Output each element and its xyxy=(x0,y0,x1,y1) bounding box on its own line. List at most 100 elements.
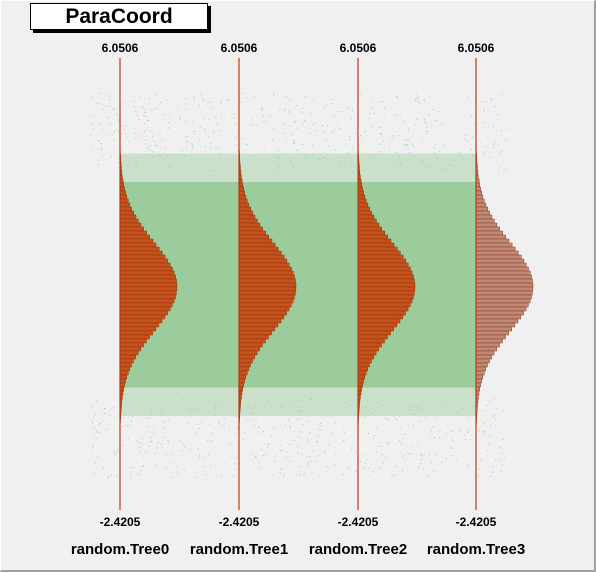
line-point xyxy=(261,106,263,108)
histogram-bin xyxy=(119,294,176,300)
line-point xyxy=(437,111,439,113)
line-point xyxy=(206,170,207,172)
line-point xyxy=(451,399,453,401)
line-point xyxy=(402,455,404,457)
line-point xyxy=(410,413,412,415)
line-point xyxy=(386,418,388,420)
line-point xyxy=(209,170,211,172)
line-point xyxy=(371,168,373,170)
line-point xyxy=(429,453,430,455)
line-point xyxy=(278,158,280,160)
line-point xyxy=(364,163,366,165)
histogram-bin xyxy=(475,254,522,260)
histogram-bin xyxy=(475,382,481,388)
line-point xyxy=(155,465,157,467)
line-point xyxy=(477,474,478,476)
line-point xyxy=(194,130,196,132)
line-point xyxy=(141,106,143,107)
histogram-bin xyxy=(475,234,506,240)
line-point xyxy=(152,164,154,166)
line-point xyxy=(136,114,138,116)
line-point xyxy=(142,438,143,440)
line-point xyxy=(199,139,200,141)
line-point xyxy=(164,169,166,171)
axis-histogram xyxy=(238,150,297,424)
line-point xyxy=(175,415,177,417)
line-point xyxy=(484,409,486,411)
histogram-bin xyxy=(475,350,495,356)
histogram-bin xyxy=(357,226,382,232)
line-point xyxy=(273,427,275,429)
line-point xyxy=(154,453,156,455)
line-point xyxy=(204,145,206,147)
line-point xyxy=(351,445,353,447)
line-point xyxy=(484,154,486,155)
line-point xyxy=(164,437,166,438)
line-point xyxy=(134,132,136,134)
histogram-bin xyxy=(238,242,276,248)
line-point xyxy=(393,416,395,418)
line-point xyxy=(309,432,311,434)
line-point xyxy=(149,130,151,132)
line-point xyxy=(263,443,265,445)
line-point xyxy=(483,433,485,435)
line-point xyxy=(385,441,387,443)
line-point xyxy=(445,457,447,459)
line-point xyxy=(154,168,156,170)
line-point xyxy=(371,413,373,415)
histogram-bin xyxy=(238,298,294,304)
line-point xyxy=(169,166,170,168)
histogram-bin xyxy=(119,310,168,316)
line-point xyxy=(100,123,102,125)
line-point xyxy=(199,126,201,128)
line-point xyxy=(262,454,264,456)
line-point xyxy=(255,457,257,459)
line-point xyxy=(426,474,428,476)
line-point xyxy=(150,413,152,415)
line-point xyxy=(104,408,105,410)
line-point xyxy=(404,120,406,122)
axis-min-label: -2.4205 xyxy=(219,515,260,529)
line-point xyxy=(463,434,465,436)
line-point xyxy=(324,453,326,455)
line-point xyxy=(331,103,333,105)
line-point xyxy=(213,132,215,134)
line-point xyxy=(246,144,248,145)
line-point xyxy=(315,122,317,124)
histogram-bin xyxy=(357,270,413,276)
line-point xyxy=(369,157,371,159)
line-point xyxy=(395,418,397,420)
line-point xyxy=(293,140,295,142)
line-point xyxy=(232,475,234,477)
line-point xyxy=(213,130,214,132)
line-point xyxy=(233,118,235,119)
line-point xyxy=(423,118,425,120)
line-point xyxy=(351,170,353,172)
line-point xyxy=(109,95,111,97)
line-point xyxy=(373,399,375,401)
line-point xyxy=(483,431,485,432)
line-point xyxy=(271,435,273,437)
line-point xyxy=(472,405,474,407)
line-point xyxy=(476,97,478,99)
line-point xyxy=(136,165,138,167)
line-point xyxy=(146,120,148,121)
line-point xyxy=(210,465,212,467)
line-point xyxy=(215,414,217,416)
histogram-bin xyxy=(238,210,253,216)
line-point xyxy=(125,160,127,162)
line-point xyxy=(132,416,134,418)
line-point xyxy=(489,157,491,159)
histogram-bin xyxy=(475,274,532,280)
line-point xyxy=(187,411,189,412)
line-point xyxy=(305,472,306,474)
line-point xyxy=(301,406,303,408)
line-point xyxy=(164,114,166,116)
line-point xyxy=(93,416,94,418)
line-point xyxy=(469,439,471,441)
line-point xyxy=(498,169,500,171)
line-point xyxy=(395,151,397,153)
line-point xyxy=(420,452,422,454)
line-point xyxy=(301,453,302,455)
line-point xyxy=(277,150,279,152)
